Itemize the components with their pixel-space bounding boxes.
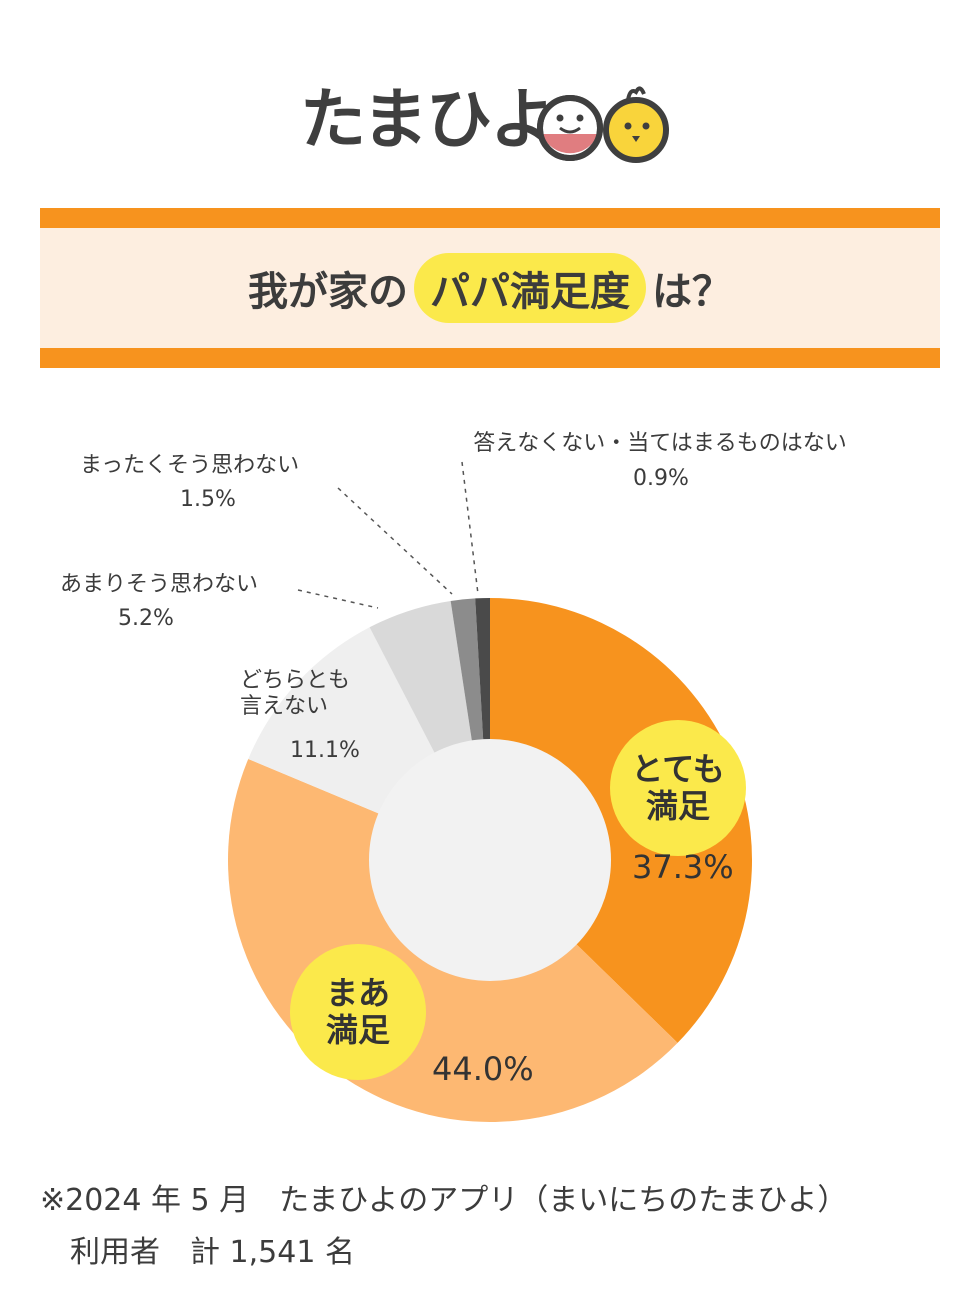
donut-hole: [369, 739, 611, 981]
label-not-much: あまりそう思わない: [60, 572, 259, 597]
logo-faces-icon: [537, 86, 669, 163]
label-fairly-line1: まあ: [325, 974, 390, 1013]
title-prefix: 我が家の: [248, 269, 408, 315]
title-band: 我が家の パパ満足度 は？: [40, 208, 940, 368]
pct-neutral: 11.1%: [290, 738, 360, 763]
leader-line-no-answer: [461, 461, 479, 595]
label-very-line1: とても: [631, 750, 725, 789]
label-neutral: どちらとも 言えない: [240, 668, 380, 720]
donut-chart: [227, 461, 752, 1122]
pct-not-at-all: 1.5%: [180, 487, 236, 512]
pct-fairly-satisfied: 44.0%: [432, 1050, 534, 1088]
label-not-at-all: まったくそう思わない: [80, 453, 300, 478]
title-highlight: パパ満足度: [414, 253, 646, 323]
label-neutral-line1: どちらとも: [240, 668, 351, 693]
label-very-line2: 満足: [645, 787, 710, 825]
label-very-satisfied: とても 満足: [610, 720, 746, 856]
footnote: ※2024 年 5 月 たまひよのアプリ（まいにちのたまひよ） 利用者 計 1,…: [40, 1175, 847, 1279]
pct-very-satisfied: 37.3%: [632, 848, 734, 886]
title-suffix: は？: [652, 269, 732, 315]
logo: たまひよ: [300, 70, 680, 170]
leader-line-not-much: [297, 589, 379, 609]
label-no-answer: 答えなくない・当てはまるものはない: [473, 431, 847, 456]
pct-no-answer: 0.9%: [633, 466, 689, 491]
leader-line-not-at-all: [337, 487, 453, 595]
label-fairly-line2: 満足: [325, 1011, 390, 1049]
label-neutral-line2: 言えない: [240, 694, 329, 719]
label-fairly-satisfied: まあ 満足: [290, 944, 426, 1080]
page-title: 我が家の パパ満足度 は？: [40, 228, 940, 348]
pct-not-much: 5.2%: [118, 606, 174, 631]
footnote-line1: ※2024 年 5 月 たまひよのアプリ（まいにちのたまひよ）: [40, 1183, 848, 1218]
footnote-line2: 利用者 計 1,541 名: [40, 1235, 355, 1270]
logo-text: たまひよ: [300, 81, 556, 158]
